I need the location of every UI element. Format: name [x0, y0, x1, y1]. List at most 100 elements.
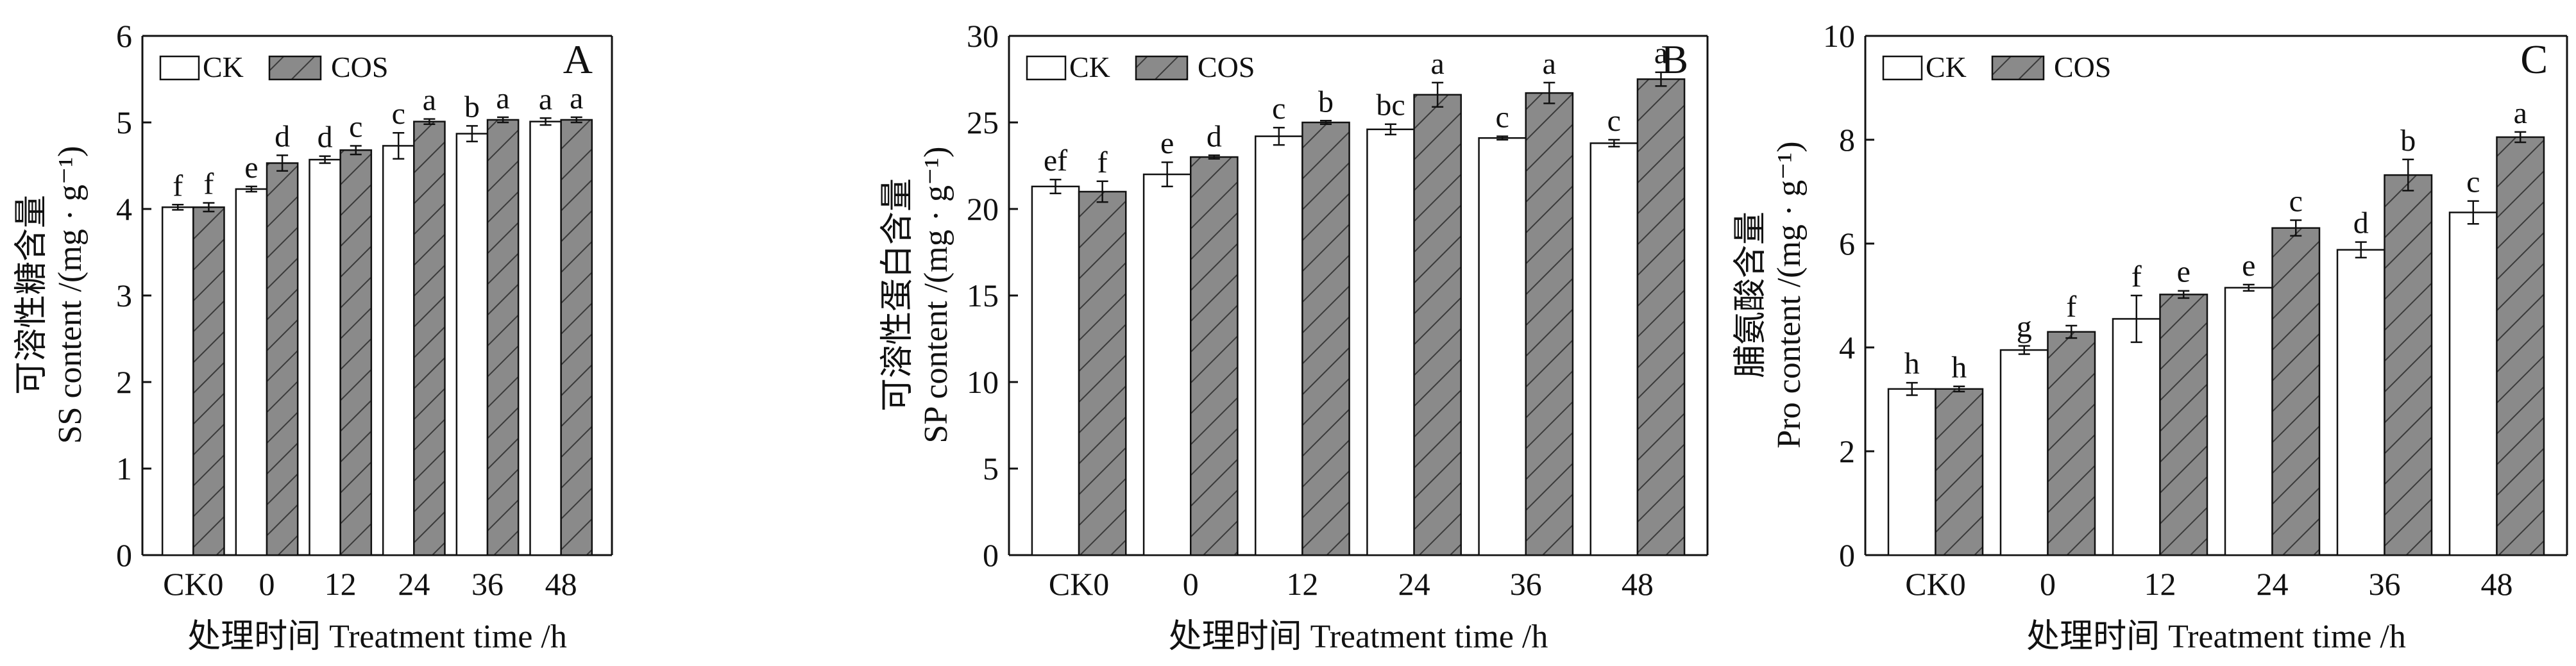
panel-b-x-tick-label: 24 [1398, 566, 1430, 602]
panel-c-sig-letter: d [2353, 206, 2369, 240]
panel-a-y-tick-label: 6 [116, 18, 132, 54]
panel-c-letter: C [2520, 37, 2548, 82]
panel-a-y-tick-label: 4 [116, 191, 132, 227]
panel-b-y-tick-label: 10 [967, 364, 999, 400]
panel-a-bar-ck [455, 133, 489, 556]
panel-c-sig-letter: h [1904, 347, 1920, 381]
panel-c-sig-letter: c [2466, 165, 2480, 199]
panel-b-bar-ck [1031, 185, 1080, 556]
panel-c-bar-ck [2336, 249, 2385, 556]
panel-a-y-tick-label: 0 [116, 537, 132, 573]
panel-c-bar-ck [2112, 318, 2161, 556]
panel-b-y-tick-label: 0 [983, 537, 999, 573]
panel-a-bar-ck [382, 145, 415, 556]
panel-a-bar-ck [161, 206, 194, 556]
panel-c-y-tick-label: 2 [1839, 433, 1855, 469]
panel-b-x-label: 处理时间 Treatment time /h [1169, 619, 1548, 655]
panel-a-y-tick-label: 3 [116, 278, 132, 313]
panel-a-legend-swatch-ck [159, 55, 200, 81]
panel-b-sig-letter: ef [1044, 144, 1067, 178]
panel-c-bar-cos [2047, 331, 2096, 556]
panel-a-sig-letter: c [392, 97, 405, 131]
panel-c-bar-cos [2271, 227, 2321, 556]
panel-c-bar-cos [2159, 294, 2208, 556]
panel-a-sig-letter: d [275, 119, 290, 153]
panel-a-bar-ck [309, 158, 341, 556]
panel-c-sig-letter: h [1951, 351, 1967, 385]
panel-b-sig-letter: bc [1376, 88, 1405, 122]
panel-b-x-tick-label: 12 [1286, 566, 1318, 602]
panel-c-sig-letter: f [2131, 260, 2142, 294]
panel-c-bar-cos [2496, 136, 2545, 556]
panel-c-x-tick-label: 0 [2040, 566, 2056, 602]
panel-b-bar-cos [1525, 92, 1574, 556]
panel-b-x-tick-label: 36 [1510, 566, 1542, 602]
panel-a-bar-cos [486, 119, 520, 556]
panel-b-bar-cos [1301, 121, 1350, 556]
panel-a-sig-letter: a [570, 81, 583, 115]
panel-b-y-tick-label: 15 [967, 278, 999, 313]
panel-b-y-tick-label: 5 [983, 451, 999, 487]
panel-b-sig-letter: f [1097, 146, 1108, 179]
panel-a-x-tick-label: 0 [259, 566, 275, 602]
panel-c-bar-cos [2384, 174, 2433, 556]
panel-a-y-tick-label: 2 [116, 364, 132, 400]
panel-a-legend-label-cos: COS [331, 51, 388, 83]
panel-b-sig-letter: a [1543, 47, 1556, 81]
panel-c-x-tick-label: 12 [2144, 566, 2176, 602]
panel-b-sig-letter: d [1207, 119, 1222, 153]
panel-a-sig-letter: c [349, 110, 362, 144]
panel-b-y-label-en: SP content /(mg · g⁻¹) [918, 147, 954, 444]
panel-b-sig-letter: a [1431, 47, 1445, 81]
panel-b-legend-label-ck: CK [1069, 51, 1110, 83]
panel-a-y-label-en: SS content /(mg · g⁻¹) [52, 146, 89, 444]
panel-c-legend-label-ck: CK [1926, 51, 1967, 83]
panel-b-legend-swatch-cos [1135, 55, 1189, 81]
panel-c-sig-letter: c [2289, 185, 2303, 219]
panel-c-sig-letter: b [2400, 124, 2416, 158]
panel-b-sig-letter: b [1318, 85, 1334, 119]
panel-b-x-tick-label: 0 [1183, 566, 1199, 602]
panel-c-x-label: 处理时间 Treatment time /h [2026, 619, 2406, 655]
panel-c-x-tick-label: 24 [2257, 566, 2289, 602]
panel-c-legend-swatch-ck [1882, 55, 1923, 81]
panel-a-legend-swatch-cos [268, 55, 322, 81]
panel-b-y-tick-label: 25 [967, 104, 999, 140]
panel-a-x-tick-label: 36 [471, 566, 504, 602]
panel-b-bar-cos [1190, 156, 1239, 556]
panel-a-bar-cos [339, 149, 373, 556]
panel-b-bar-ck [1142, 173, 1192, 556]
panel-b-bar-cos [1078, 190, 1127, 556]
panel-b-sig-letter: e [1160, 126, 1174, 160]
panel-c-y-label-cn: 脯氨酸含量 [1733, 212, 1769, 378]
panel-c-sig-letter: e [2242, 249, 2255, 283]
panel-a-y-tick-label: 1 [116, 451, 132, 487]
panel-c-sig-letter: a [2514, 96, 2527, 130]
panel-a-x-tick-label: 12 [325, 566, 357, 602]
panel-a-x-label: 处理时间 Treatment time /h [187, 619, 567, 655]
panel-a-x-tick-label: CK0 [163, 566, 223, 602]
panel-c-legend-label-cos: COS [2054, 51, 2111, 83]
panel-a-sig-letter: f [173, 169, 183, 203]
panel-a-sig-letter: a [496, 81, 509, 115]
panel-b-bar-ck [1478, 137, 1527, 556]
panel-a-sig-letter: a [539, 82, 552, 116]
panel-b-bar-ck [1255, 135, 1303, 556]
panel-b-bar-cos [1636, 78, 1686, 556]
panel-c-y-label-en: Pro content /(mg · g⁻¹) [1771, 141, 1808, 448]
panel-b-legend-label-cos: COS [1198, 51, 1255, 83]
panel-a-x-tick-label: 24 [398, 566, 430, 602]
panel-a-sig-letter: b [464, 90, 480, 124]
panel-c-y-tick-label: 0 [1839, 537, 1855, 573]
panel-b-bar-cos [1413, 94, 1462, 556]
panel-a-letter: A [563, 37, 593, 82]
panel-c-sig-letter: g [2017, 310, 2032, 344]
panel-c-bar-ck [1999, 349, 2049, 556]
panel-b-legend-swatch-ck [1026, 55, 1067, 81]
panel-b-bar-ck [1366, 128, 1415, 556]
panel-c-x-tick-label: 36 [2369, 566, 2401, 602]
panel-b-y-tick-label: 20 [967, 191, 999, 227]
panel-c-sig-letter: e [2177, 255, 2190, 289]
panel-c-sig-letter: f [2066, 290, 2076, 324]
